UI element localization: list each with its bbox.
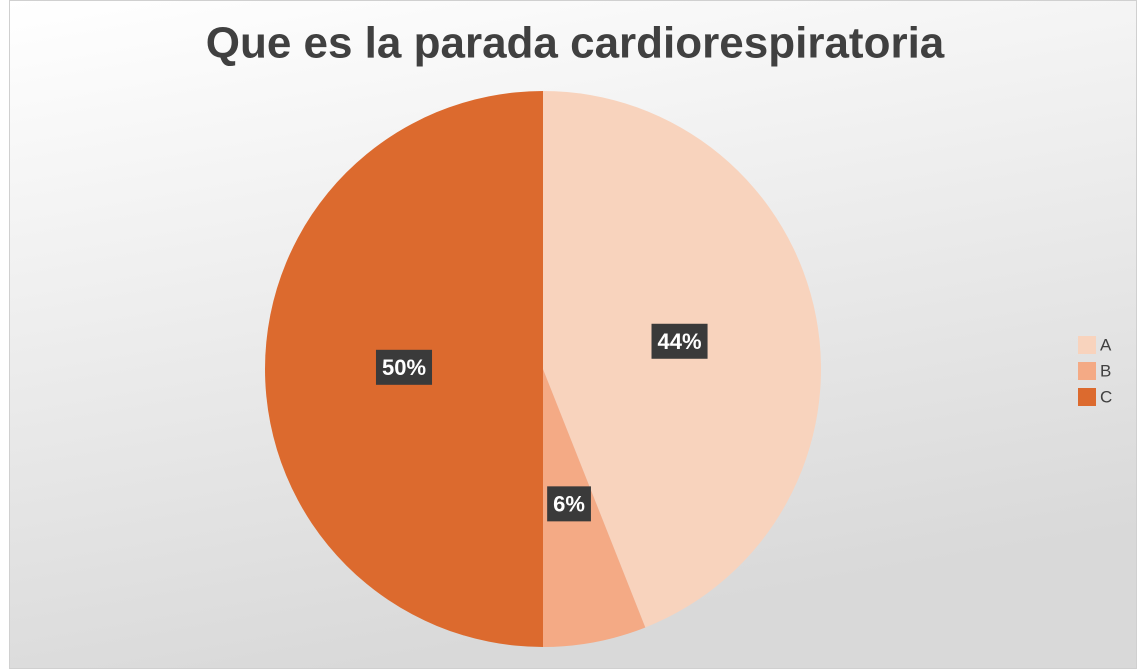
data-label-box [547,486,591,522]
data-label-box [651,323,708,359]
legend-label: B [1100,361,1111,380]
legend-label: C [1100,387,1112,406]
legend-swatch [1078,388,1096,406]
pie-slice [543,90,822,628]
data-label-box [375,349,433,385]
pie-slice [543,369,646,647]
data-label: 6% [553,491,585,516]
chart-title: Que es la parada cardiorespiratoria [206,19,945,68]
data-label: 44% [658,329,702,354]
legend-swatch [1078,336,1096,354]
data-label: 50% [382,355,426,380]
legend-label: A [1100,335,1112,354]
legend-swatch [1078,362,1096,380]
